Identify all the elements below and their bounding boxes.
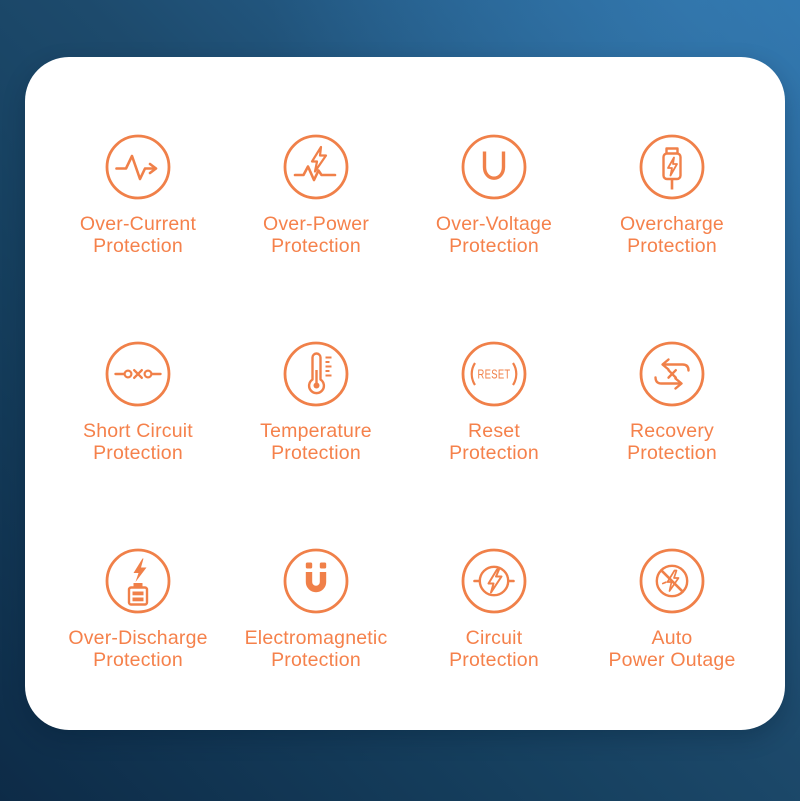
feature-label: Over-Voltage Protection bbox=[435, 213, 553, 257]
recovery-icon bbox=[639, 341, 705, 407]
feature-over-power: Over-Power Protection bbox=[227, 102, 405, 309]
overcharge-icon bbox=[639, 134, 705, 200]
feature-over-voltage: Over-Voltage Protection bbox=[405, 102, 583, 309]
reset-icon-text: RESET bbox=[478, 367, 511, 382]
feature-auto-power-outage: Auto Power Outage bbox=[583, 516, 761, 723]
feature-recovery: Recovery Protection bbox=[583, 309, 761, 516]
feature-label: Reset Protection bbox=[449, 420, 539, 464]
electromagnetic-icon bbox=[283, 548, 349, 614]
feature-label: Over-Power Protection bbox=[262, 213, 370, 257]
feature-label: Electromagnetic Protection bbox=[244, 627, 388, 671]
over-power-icon bbox=[283, 134, 349, 200]
feature-short-circuit: Short Circuit Protection bbox=[49, 309, 227, 516]
feature-temperature: Temperature Protection bbox=[227, 309, 405, 516]
over-voltage-icon bbox=[461, 134, 527, 200]
feature-electromagnetic: Electromagnetic Protection bbox=[227, 516, 405, 723]
features-grid: Over-Current Protection Over-Power Prote… bbox=[49, 102, 761, 723]
circuit-icon bbox=[461, 548, 527, 614]
feature-overcharge: Overcharge Protection bbox=[583, 102, 761, 309]
over-current-icon bbox=[105, 134, 171, 200]
feature-label: Temperature Protection bbox=[260, 420, 372, 464]
feature-circuit: Circuit Protection bbox=[405, 516, 583, 723]
feature-label: Auto Power Outage bbox=[608, 627, 736, 671]
feature-label: Overcharge Protection bbox=[620, 213, 724, 257]
feature-label: Short Circuit Protection bbox=[83, 420, 193, 464]
short-circuit-icon bbox=[105, 341, 171, 407]
feature-over-current: Over-Current Protection bbox=[49, 102, 227, 309]
feature-reset: RESET Reset Protection bbox=[405, 309, 583, 516]
over-discharge-icon bbox=[105, 548, 171, 614]
temperature-icon bbox=[283, 341, 349, 407]
reset-icon: RESET bbox=[461, 341, 527, 407]
feature-label: Circuit Protection bbox=[449, 627, 539, 671]
feature-label: Recovery Protection bbox=[627, 420, 717, 464]
feature-over-discharge: Over-Discharge Protection bbox=[49, 516, 227, 723]
feature-label: Over-Current Protection bbox=[79, 213, 197, 257]
features-card: Over-Current Protection Over-Power Prote… bbox=[25, 57, 785, 730]
auto-power-outage-icon bbox=[639, 548, 705, 614]
feature-label: Over-Discharge Protection bbox=[68, 627, 208, 671]
